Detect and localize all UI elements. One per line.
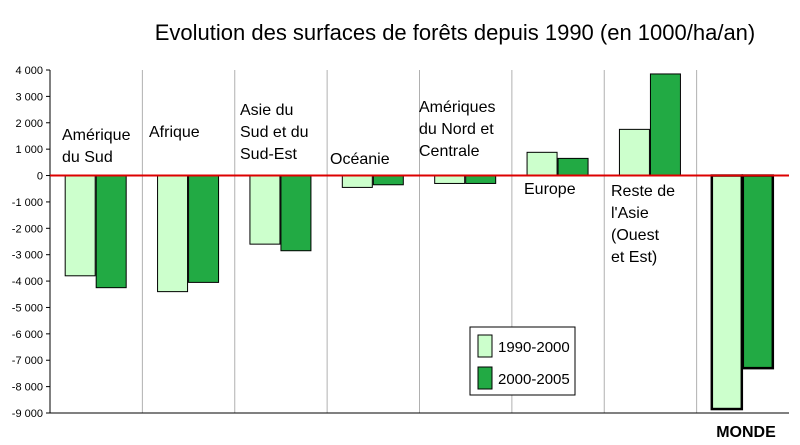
bar-2000-2005 <box>95 175 127 289</box>
legend-swatch <box>477 366 493 390</box>
bar-1990-2000 <box>64 175 96 277</box>
legend-swatch <box>477 334 493 358</box>
y-tick-label: -2 000 <box>12 223 43 235</box>
category-label: Océanie <box>330 151 390 168</box>
bar-1990-2000 <box>618 128 650 177</box>
legend-label: 1990-2000 <box>498 339 570 356</box>
legend-label: 2000-2005 <box>498 371 570 388</box>
y-tick-label: -7 000 <box>12 355 43 367</box>
category-label: Reste de l'Asie (Ouest et Est) <box>611 183 675 266</box>
bar-2000-2005 <box>741 174 775 370</box>
bar-2000-2005 <box>557 157 589 177</box>
y-tick-label: -4 000 <box>12 276 43 288</box>
chart-title: Evolution des surfaces de forêts depuis … <box>155 20 756 45</box>
bar-2000-2005 <box>649 73 681 177</box>
grid <box>141 70 698 413</box>
category-label: Amériques du Nord et Centrale <box>419 99 495 160</box>
legend: 1990-2000 2000-2005 <box>469 326 576 396</box>
bar-1990-2000 <box>526 151 558 177</box>
y-tick-label: 3 000 <box>15 91 43 103</box>
category-labels: Amérique du Sud Afrique Asie du Sud et du Sud… <box>62 99 776 441</box>
bar-1990-2000 <box>157 175 189 293</box>
category-label: Amérique du Sud <box>62 127 131 166</box>
bars <box>64 73 775 411</box>
y-tick-label: 0 <box>37 171 43 183</box>
y-tick-label: -6 000 <box>12 329 43 341</box>
y-tick-label: 1 000 <box>15 144 43 156</box>
y-tick-label: 4 000 <box>15 65 43 77</box>
bar-1990-2000 <box>434 175 466 184</box>
bar-1990-2000 <box>710 174 744 411</box>
axes: 4 000 3 000 2 000 1 000 0 -1 000 -2 000 -3 000 -… <box>12 65 789 420</box>
bar-1990-2000 <box>341 175 373 188</box>
bar-2000-2005 <box>280 175 312 252</box>
y-tick-label: -3 000 <box>12 250 43 262</box>
bar-2000-2005 <box>372 175 404 186</box>
bar-2000-2005 <box>188 175 220 283</box>
bar-2000-2005 <box>465 175 497 184</box>
bar-1990-2000 <box>249 175 281 245</box>
category-label: Afrique <box>149 124 200 141</box>
y-tick-label: -5 000 <box>12 302 43 314</box>
category-label: Europe <box>524 181 576 198</box>
y-tick-label: -9 000 <box>12 408 43 420</box>
y-tick-label: 2 000 <box>15 118 43 130</box>
category-label: Asie du Sud et du Sud-Est <box>240 102 309 163</box>
y-tick-label: -8 000 <box>12 382 43 394</box>
category-label: MONDE <box>716 424 776 441</box>
y-tick-label: -1 000 <box>12 197 43 209</box>
